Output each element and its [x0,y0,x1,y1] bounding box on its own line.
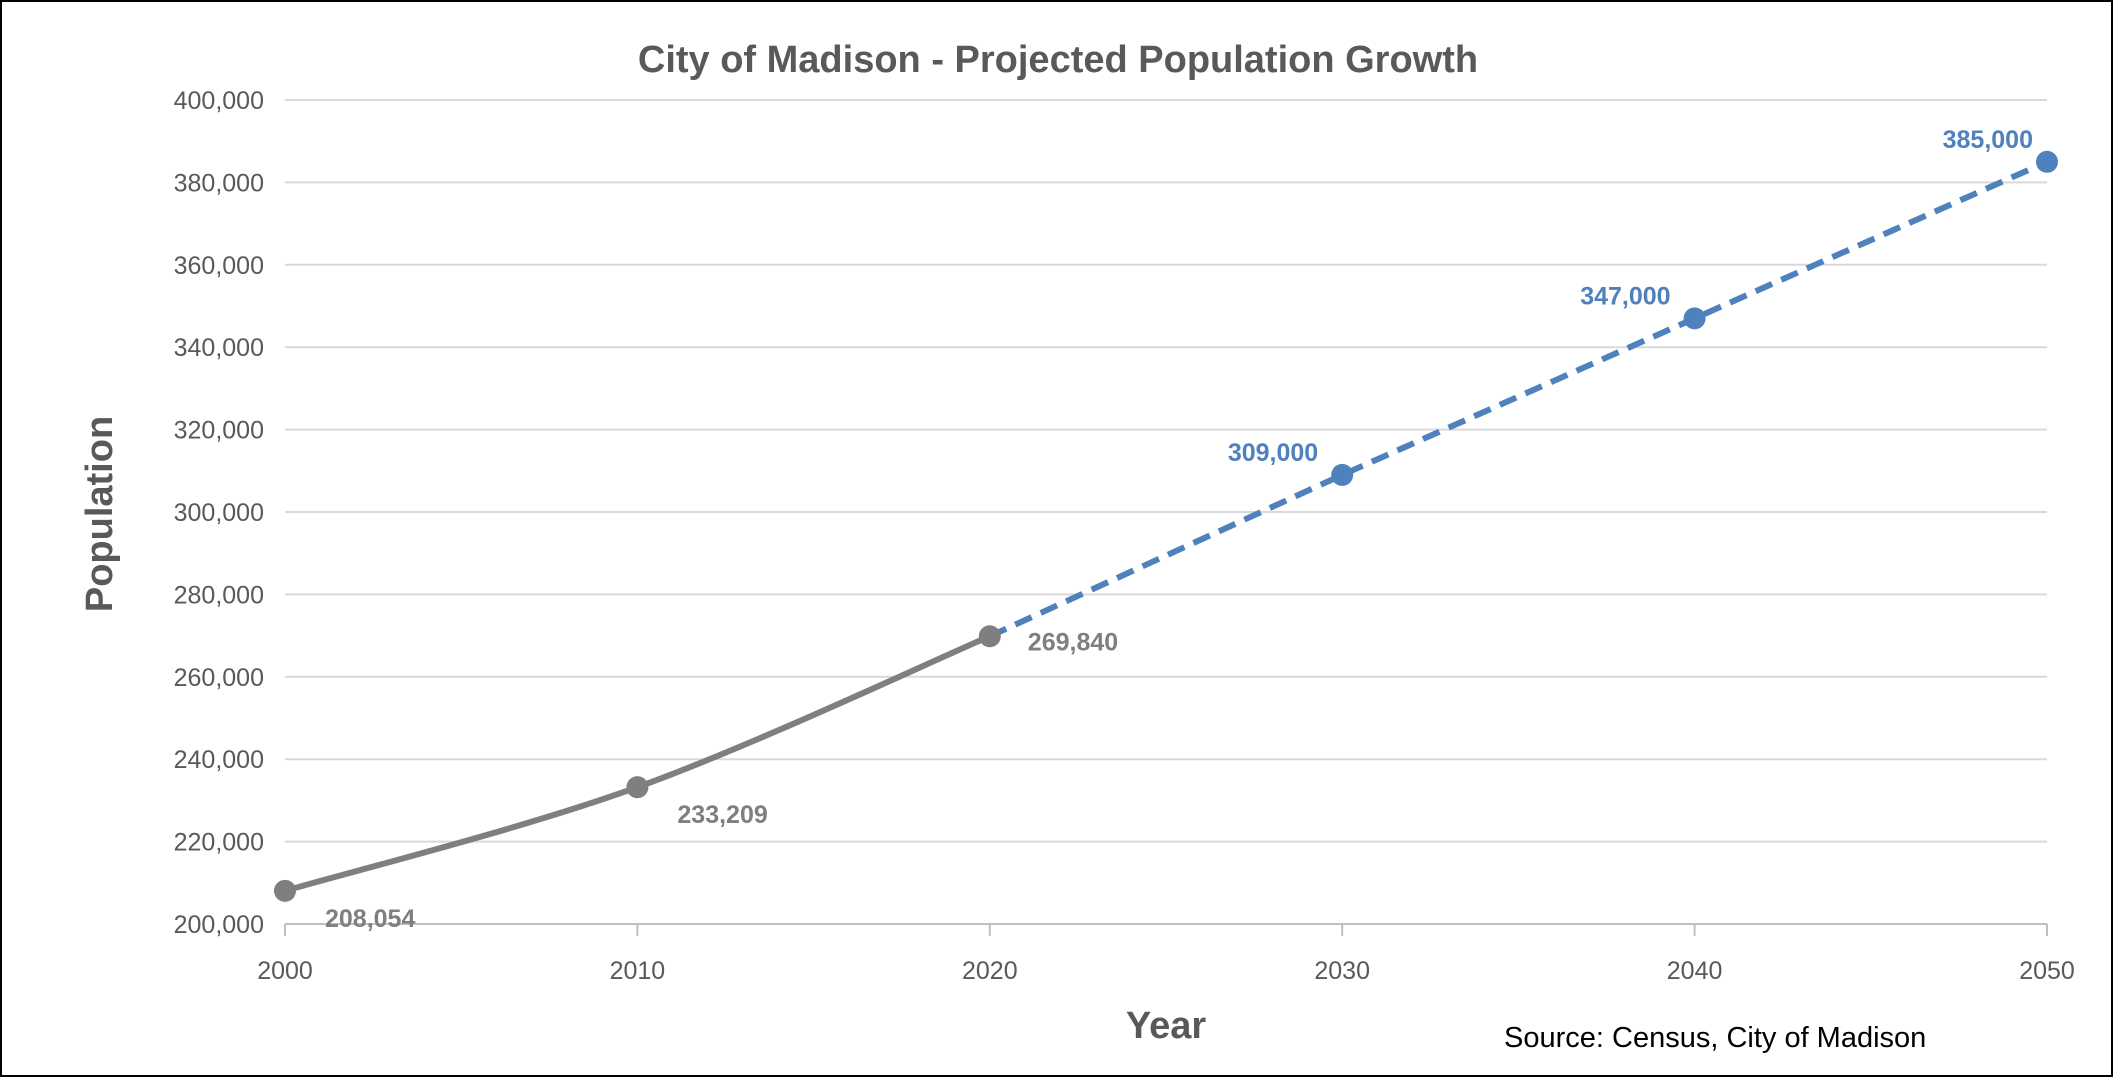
gridlines [285,99,2047,843]
data-label: 269,840 [1028,628,1118,656]
y-tick-label: 400,000 [174,87,264,115]
y-axis-title: Population [79,416,121,612]
data-labels: 208,054 233,209 269,840 309,000 347,000 385,0… [325,126,2033,933]
chart-title: City of Madison - Projected Population G… [638,39,1478,81]
y-tick-label: 260,000 [174,664,264,692]
data-point [2036,150,2058,173]
x-tick-label: 2040 [1667,957,1723,985]
data-label: 233,209 [677,801,767,829]
y-tick-label: 200,000 [174,911,264,939]
data-point [1683,307,1706,330]
x-tick-labels: 2000 2010 2020 2030 2040 2050 [257,957,2075,985]
y-tick-label: 280,000 [174,581,264,609]
y-tick-label: 240,000 [174,746,264,774]
y-tick-labels: 200,000 220,000 240,000 260,000 280,000 300,0… [174,87,264,939]
data-label: 385,000 [1943,126,2033,154]
y-tick-label: 220,000 [174,829,264,857]
data-label: 309,000 [1228,439,1318,467]
historical-population-line [282,633,993,894]
x-tick-label: 2000 [257,957,313,985]
data-label: 347,000 [1580,282,1670,310]
axes [284,923,2048,936]
y-tick-label: 380,000 [174,169,264,197]
x-tick-label: 2020 [962,957,1018,985]
data-point [274,879,296,902]
data-point [626,776,649,799]
y-tick-label: 360,000 [174,252,264,280]
y-tick-label: 320,000 [174,417,264,445]
x-tick-label: 2030 [1314,957,1370,985]
x-tick-label: 2010 [610,957,666,985]
data-label: 208,054 [325,905,415,933]
y-tick-label: 300,000 [174,499,264,527]
y-tick-label: 340,000 [174,334,264,362]
data-point [978,625,1001,648]
source-note: Source: Census, City of Madison [1504,1022,1926,1054]
projected-population-line [988,159,2049,639]
x-tick-label: 2050 [2019,957,2075,985]
x-axis-title: Year [1126,1005,1207,1047]
series-lines [282,159,2049,894]
series-points [274,150,2058,902]
data-point [1331,463,1354,486]
